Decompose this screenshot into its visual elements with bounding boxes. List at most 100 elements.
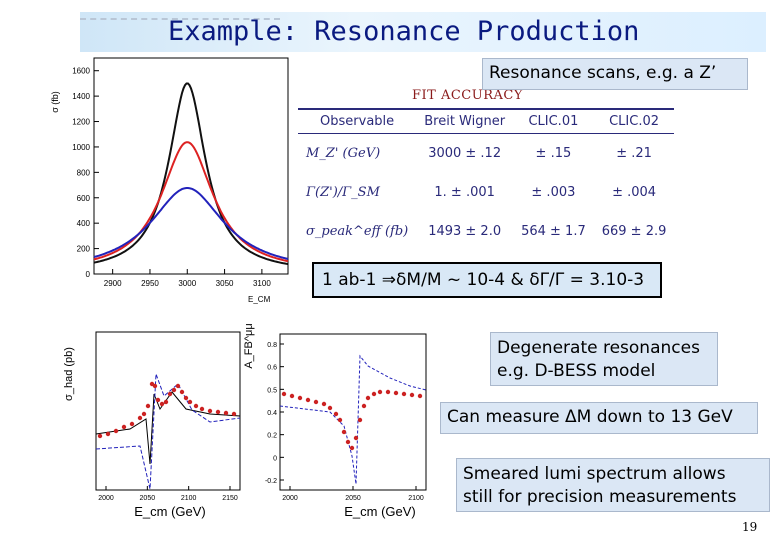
y-tick-label: 1400: [72, 92, 90, 101]
table-cell: 1. ± .001: [434, 185, 495, 200]
table-header-row: Observable Breit Wigner CLIC.01 CLIC.02: [298, 108, 675, 134]
callout-line: Smeared lumi spectrum allows: [463, 464, 726, 484]
callout-line: Degenerate resonances: [497, 338, 700, 358]
y-tick-label: 600: [77, 194, 91, 203]
table-header: CLIC.02: [593, 108, 675, 134]
y-axis-label: σ_had (pb): [63, 347, 75, 401]
callout-precision: 1 ab-1 ⇒δM/M ~ 10-4 & δΓ/Γ = 3.10-3: [312, 262, 662, 298]
data-point: [231, 411, 237, 417]
x-tick-label: 2950: [141, 279, 159, 288]
x-tick-label: 3100: [253, 279, 271, 288]
data-point: [215, 409, 221, 415]
x-tick-label: 2050: [140, 495, 156, 502]
x-tick-label: 2100: [181, 495, 197, 502]
data-point: [152, 383, 158, 389]
afb-chart: A_FB^μμ -0.2 0 0.2 0.4 0.5 0.6 0.8 2000 2050 2100 E…: [243, 323, 427, 519]
y-tick-label: 0.8: [267, 342, 277, 349]
data-point: [105, 431, 111, 437]
data-point: [417, 393, 423, 399]
x-axis-label: E_cm (GeV): [344, 504, 416, 519]
x-tick-label: 2100: [408, 495, 424, 502]
table-cell: Γ(Z')/Γ_SM: [306, 185, 380, 200]
data-point: [155, 397, 161, 403]
table-header: Observable: [298, 108, 417, 134]
x-axis-label: E_cm (GeV): [134, 504, 206, 519]
y-axis-label: σ (fb): [50, 91, 60, 113]
data-point: [361, 403, 367, 409]
data-point: [289, 393, 295, 399]
x-tick-label: 2000: [98, 495, 114, 502]
table-cell: 1493 ± 2.0: [428, 224, 502, 239]
data-point: [121, 424, 127, 430]
data-point: [327, 405, 333, 411]
data-point: [341, 429, 347, 435]
title-dash-decoration: [80, 18, 280, 20]
table-cell: ± .004: [612, 185, 657, 200]
plot-frame: [279, 333, 427, 491]
callout-resonance-scans: Resonance scans, e.g. a Z’: [482, 58, 748, 90]
table-cell: 564 ± 1.7: [521, 224, 586, 239]
table-header: Breit Wigner: [416, 108, 514, 134]
x-tick-label: 2000: [282, 495, 298, 502]
title-band: [80, 12, 766, 52]
data-point: [353, 435, 359, 441]
series-line: [93, 187, 289, 260]
table-cell: ± .15: [535, 146, 572, 161]
table-cell: 669 ± 2.9: [601, 224, 667, 239]
table-cell: ± .21: [616, 146, 652, 161]
callout-measure: Can measure ΔM down to 13 GeV: [440, 402, 758, 434]
x-tick-label: 2150: [222, 495, 238, 502]
callout-degenerate: Degenerate resonances e.g. D-BESS model: [490, 332, 718, 386]
data-point: [357, 417, 363, 423]
data-point: [187, 399, 193, 405]
y-tick-label: 0.4: [267, 410, 277, 417]
data-point: [281, 391, 287, 397]
y-tick-label: 0.6: [267, 365, 277, 372]
fit-accuracy-table: Observable Breit Wigner CLIC.01 CLIC.02 …: [298, 108, 675, 251]
data-point: [385, 389, 391, 395]
table-row: M_Z' (GeV) 3000 ± .12 ± .15 ± .21: [298, 134, 674, 174]
plot-frame: [93, 57, 289, 275]
y-tick-label: 0.5: [267, 387, 277, 394]
table-cell: 3000 ± .12: [428, 146, 502, 161]
data-point: [333, 411, 339, 417]
data-point: [371, 391, 377, 397]
y-axis-label: A_FB^μμ: [243, 323, 255, 368]
data-point: [305, 397, 311, 403]
y-tick-label: 1000: [72, 143, 90, 152]
resonance-scan-chart: 0 200 400 600 800 1000 1200 1400 1600 2900 2950 300…: [50, 57, 289, 304]
data-point: [167, 391, 173, 397]
data-point: [145, 403, 151, 409]
slide-title: Example: Resonance Production: [168, 16, 640, 47]
y-tick-label: -0.2: [265, 478, 277, 485]
data-point: [163, 399, 169, 405]
x-tick-label: 3000: [178, 279, 196, 288]
data-point: [321, 401, 327, 407]
data-point: [207, 408, 213, 414]
fit-accuracy-title: FIT ACCURACY: [412, 88, 523, 103]
data-point: [129, 421, 135, 427]
series-line: [279, 354, 427, 485]
page-number: 19: [742, 520, 758, 534]
data-point: [223, 410, 229, 416]
data-point: [193, 403, 199, 409]
y-tick-label: 200: [77, 245, 91, 254]
y-tick-label: 800: [77, 168, 91, 177]
data-point: [113, 428, 119, 434]
x-axis-label: E_CM: [248, 295, 271, 304]
y-tick-label: 400: [77, 219, 91, 228]
series-line: [95, 373, 241, 490]
callout-smeared: Smeared lumi spectrum allows still for p…: [456, 458, 770, 512]
data-point: [171, 387, 177, 393]
callout-line: e.g. D-BESS model: [497, 361, 656, 381]
data-point: [297, 395, 303, 401]
x-tick-label: 3050: [216, 279, 234, 288]
table-row: σ_peak^eff (fb) 1493 ± 2.0 564 ± 1.7 669…: [298, 212, 674, 251]
sigma-had-chart: σ_had (pb) 2000 2050 2100 2150 E_cm (GeV): [63, 331, 241, 519]
data-point: [199, 406, 205, 412]
table-header: CLIC.01: [513, 108, 594, 134]
table-cell: M_Z' (GeV): [306, 146, 381, 161]
callout-line: still for precision measurements: [463, 487, 737, 507]
data-point: [179, 389, 185, 395]
y-tick-label: 0: [273, 455, 277, 462]
